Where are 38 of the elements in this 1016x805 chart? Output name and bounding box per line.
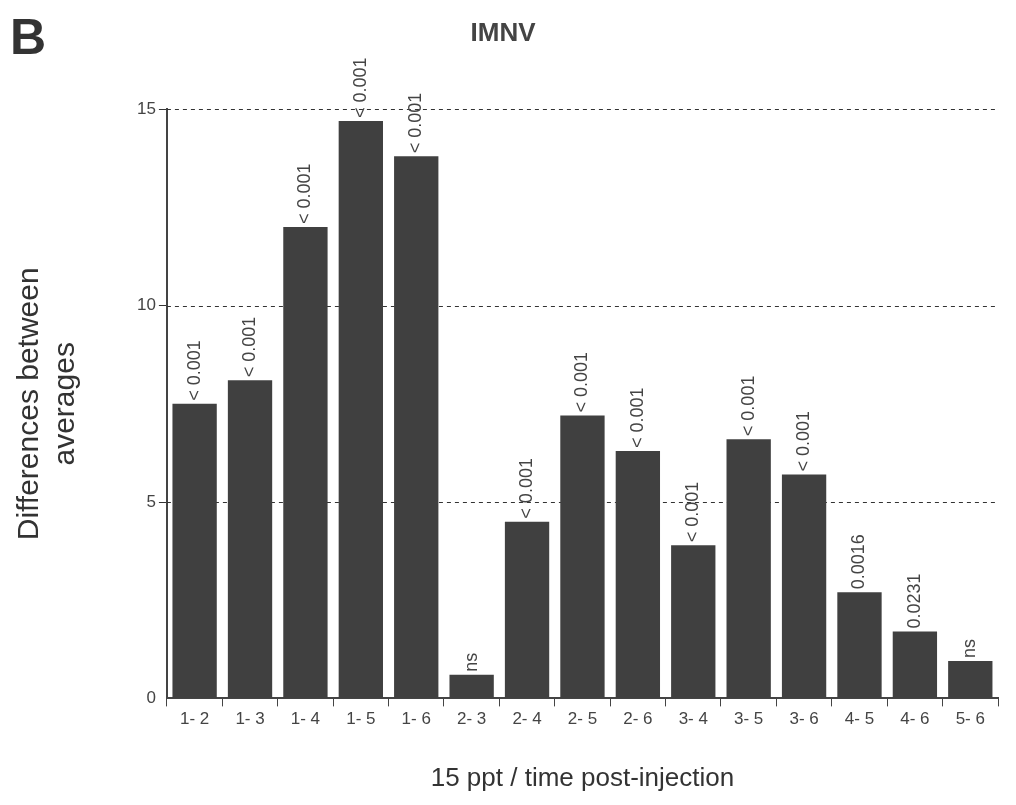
annotation: < 0.001 [682,481,703,543]
annotation: < 0.001 [405,92,426,154]
x-tick-label: 4- 5 [844,709,875,729]
annotation: < 0.001 [238,316,259,378]
annotation: ns [959,639,980,659]
x-tick-label: 3- 6 [789,709,819,729]
annotation: < 0.001 [737,375,758,437]
y-tick-label: 5 [146,491,156,511]
annotation: < 0.001 [294,163,315,225]
x-tick-label: 1- 4 [290,709,321,729]
annotation: ns [460,652,481,672]
x-tick-label: 1- 6 [401,709,431,729]
y-tick-label: 0 [146,688,156,708]
chart-title: IMNV [470,16,537,47]
annotation: < 0.001 [349,57,370,118]
x-tick-label: 2- 3 [456,709,487,729]
x-tick-label: 4- 6 [900,709,930,729]
x-tick-label: 5- 6 [955,709,985,729]
x-tick-label: 1- 5 [346,709,376,729]
x-tick-label: 2- 4 [512,709,542,729]
annotation: 0.0231 [903,573,924,629]
y-axis-title: Differences between averages [11,267,81,541]
text: B [10,8,47,66]
x-tick-label: 1- 2 [179,709,210,729]
x-tick-label: 1- 3 [235,709,265,729]
annotation: < 0.001 [516,458,537,519]
x-tick-label: 2- 5 [567,709,598,729]
y-tick-label: 10 [136,295,156,315]
x-tick-label: 3- 4 [678,709,708,729]
y-tick-label: 15 [136,98,156,118]
annotation: < 0.001 [183,340,204,401]
annotation: < 0.001 [793,410,814,472]
annotation: < 0.001 [571,352,592,413]
annotation: < 0.001 [626,387,647,448]
annotation: 0.0016 [848,534,869,590]
x-tick-label: 2- 6 [623,709,653,729]
x-axis-title: 15 ppt / time post-injection [430,761,735,792]
x-tick-label: 3- 5 [734,709,764,729]
